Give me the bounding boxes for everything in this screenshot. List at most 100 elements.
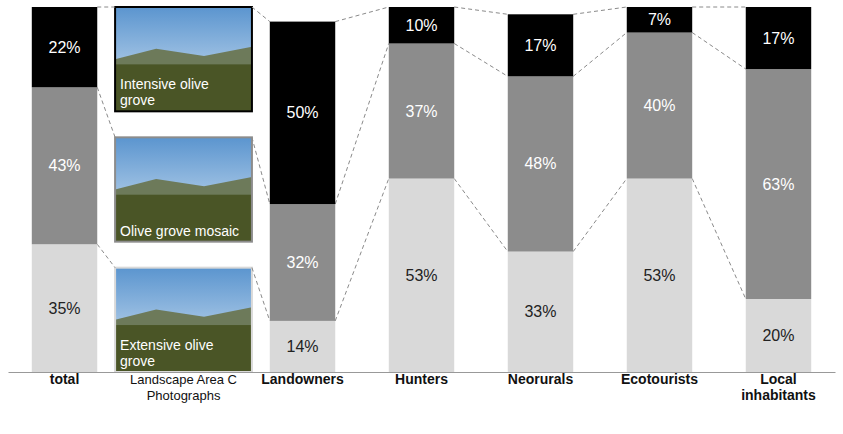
data-label: 17% [762, 30, 794, 47]
legend-photo-ground [115, 195, 252, 242]
data-label: 17% [524, 37, 556, 54]
x-tick: Landowners [261, 371, 344, 387]
data-label: 37% [405, 103, 437, 120]
data-label: 20% [762, 327, 794, 344]
text-line: grove [120, 353, 155, 369]
connector [97, 244, 115, 267]
bar-segment [32, 244, 97, 372]
legend-label: Intensive olivegrove [120, 76, 209, 108]
text-line: Ecotourists [621, 371, 698, 387]
x-tick: Landscape Area CPhotographs [130, 372, 237, 403]
bar-segment [508, 76, 573, 251]
legend-photo-sky [115, 268, 252, 372]
bar-segment [746, 299, 811, 372]
bar-segment [389, 7, 454, 44]
bar-segment [270, 22, 335, 205]
connector [97, 87, 115, 137]
x-tick-label: Landscape Area CPhotographs [130, 372, 237, 403]
data-labels: 35% 43% 22% 14% 32% 50% 53% 37% 10% 33% 48% 17% 53% 4… [49, 11, 795, 355]
legend-photo-ground [115, 325, 252, 372]
connector [335, 179, 389, 321]
connector [454, 44, 508, 77]
data-label: 32% [286, 254, 318, 271]
connector [692, 33, 746, 70]
connector [335, 44, 389, 205]
x-tick-label: Localinhabitants [741, 371, 816, 403]
data-label: 14% [286, 338, 318, 355]
bar-segment [508, 14, 573, 76]
data-label: 53% [405, 267, 437, 284]
legend-item: Intensive olivegrove [115, 7, 252, 111]
data-label: 10% [405, 17, 437, 34]
x-tick-label: Landowners [261, 371, 344, 387]
text-line: Extensive olive [120, 337, 214, 353]
connectors [97, 7, 746, 321]
text-line: Landowners [261, 371, 344, 387]
legend-label: Extensive olivegrove [120, 337, 214, 369]
text-line: Olive grove mosaic [120, 223, 239, 239]
data-label: 43% [49, 157, 81, 174]
connector [573, 179, 627, 252]
bar-segment [746, 7, 811, 69]
bar-segment [627, 179, 692, 372]
connector [573, 33, 627, 77]
data-label: 33% [524, 303, 556, 320]
bars [32, 7, 811, 372]
connector [573, 7, 627, 14]
text-line: Intensive olive [120, 76, 209, 92]
connector [335, 7, 389, 22]
data-label: 63% [762, 176, 794, 193]
connector [252, 268, 270, 321]
x-tick: Hunters [395, 371, 448, 387]
bar-segment [32, 87, 97, 244]
connector [252, 7, 270, 22]
connector [692, 179, 746, 299]
bar-segment [746, 69, 811, 299]
data-label: 7% [648, 11, 671, 28]
x-tick: Ecotourists [621, 371, 698, 387]
bar-segment [389, 179, 454, 372]
text-line: Photographs [147, 388, 221, 403]
data-label: 48% [524, 155, 556, 172]
legend-photo-sky [115, 7, 252, 111]
legend-photo-sky [115, 137, 252, 241]
connector [97, 7, 115, 8]
data-label: 53% [643, 267, 675, 284]
data-label: 50% [286, 104, 318, 121]
legend-photo-hills [115, 177, 252, 242]
legend: Intensive olivegroveOlive grove mosaicEx… [115, 7, 252, 372]
text-line: Local [760, 371, 797, 387]
bar-segment [627, 7, 692, 33]
x-tick: Localinhabitants [741, 371, 816, 403]
data-label: 22% [49, 39, 81, 56]
connector [454, 7, 508, 14]
connector [454, 179, 508, 252]
x-tick-label: total [50, 371, 80, 387]
connector [692, 7, 746, 8]
x-tick-label: Hunters [395, 371, 448, 387]
legend-swatch [115, 268, 252, 372]
x-tick-label: Neorurals [508, 371, 574, 387]
legend-swatch [115, 7, 252, 111]
text-line: Neorurals [508, 371, 574, 387]
legend-photo-hills [115, 307, 252, 372]
x-tick: Neorurals [508, 371, 574, 387]
connector [252, 137, 270, 204]
legend-photo-ground [115, 64, 252, 111]
bar-segment [627, 33, 692, 179]
legend-photo-hills [115, 47, 252, 112]
data-label: 35% [49, 300, 81, 317]
bar-segment [389, 44, 454, 179]
data-label: 40% [643, 97, 675, 114]
bar-segment [32, 7, 97, 87]
text-line: Landscape Area C [130, 372, 237, 387]
chart-svg: Intensive olivegroveOlive grove mosaicEx… [0, 0, 843, 434]
chart-container: Intensive olivegroveOlive grove mosaicEx… [0, 0, 843, 434]
bar-segment [270, 321, 335, 372]
bar-segment [508, 252, 573, 372]
legend-label: Olive grove mosaic [120, 223, 239, 239]
text-line: grove [120, 92, 155, 108]
x-tick-label: Ecotourists [621, 371, 698, 387]
text-line: Hunters [395, 371, 448, 387]
legend-item: Olive grove mosaic [115, 137, 252, 241]
